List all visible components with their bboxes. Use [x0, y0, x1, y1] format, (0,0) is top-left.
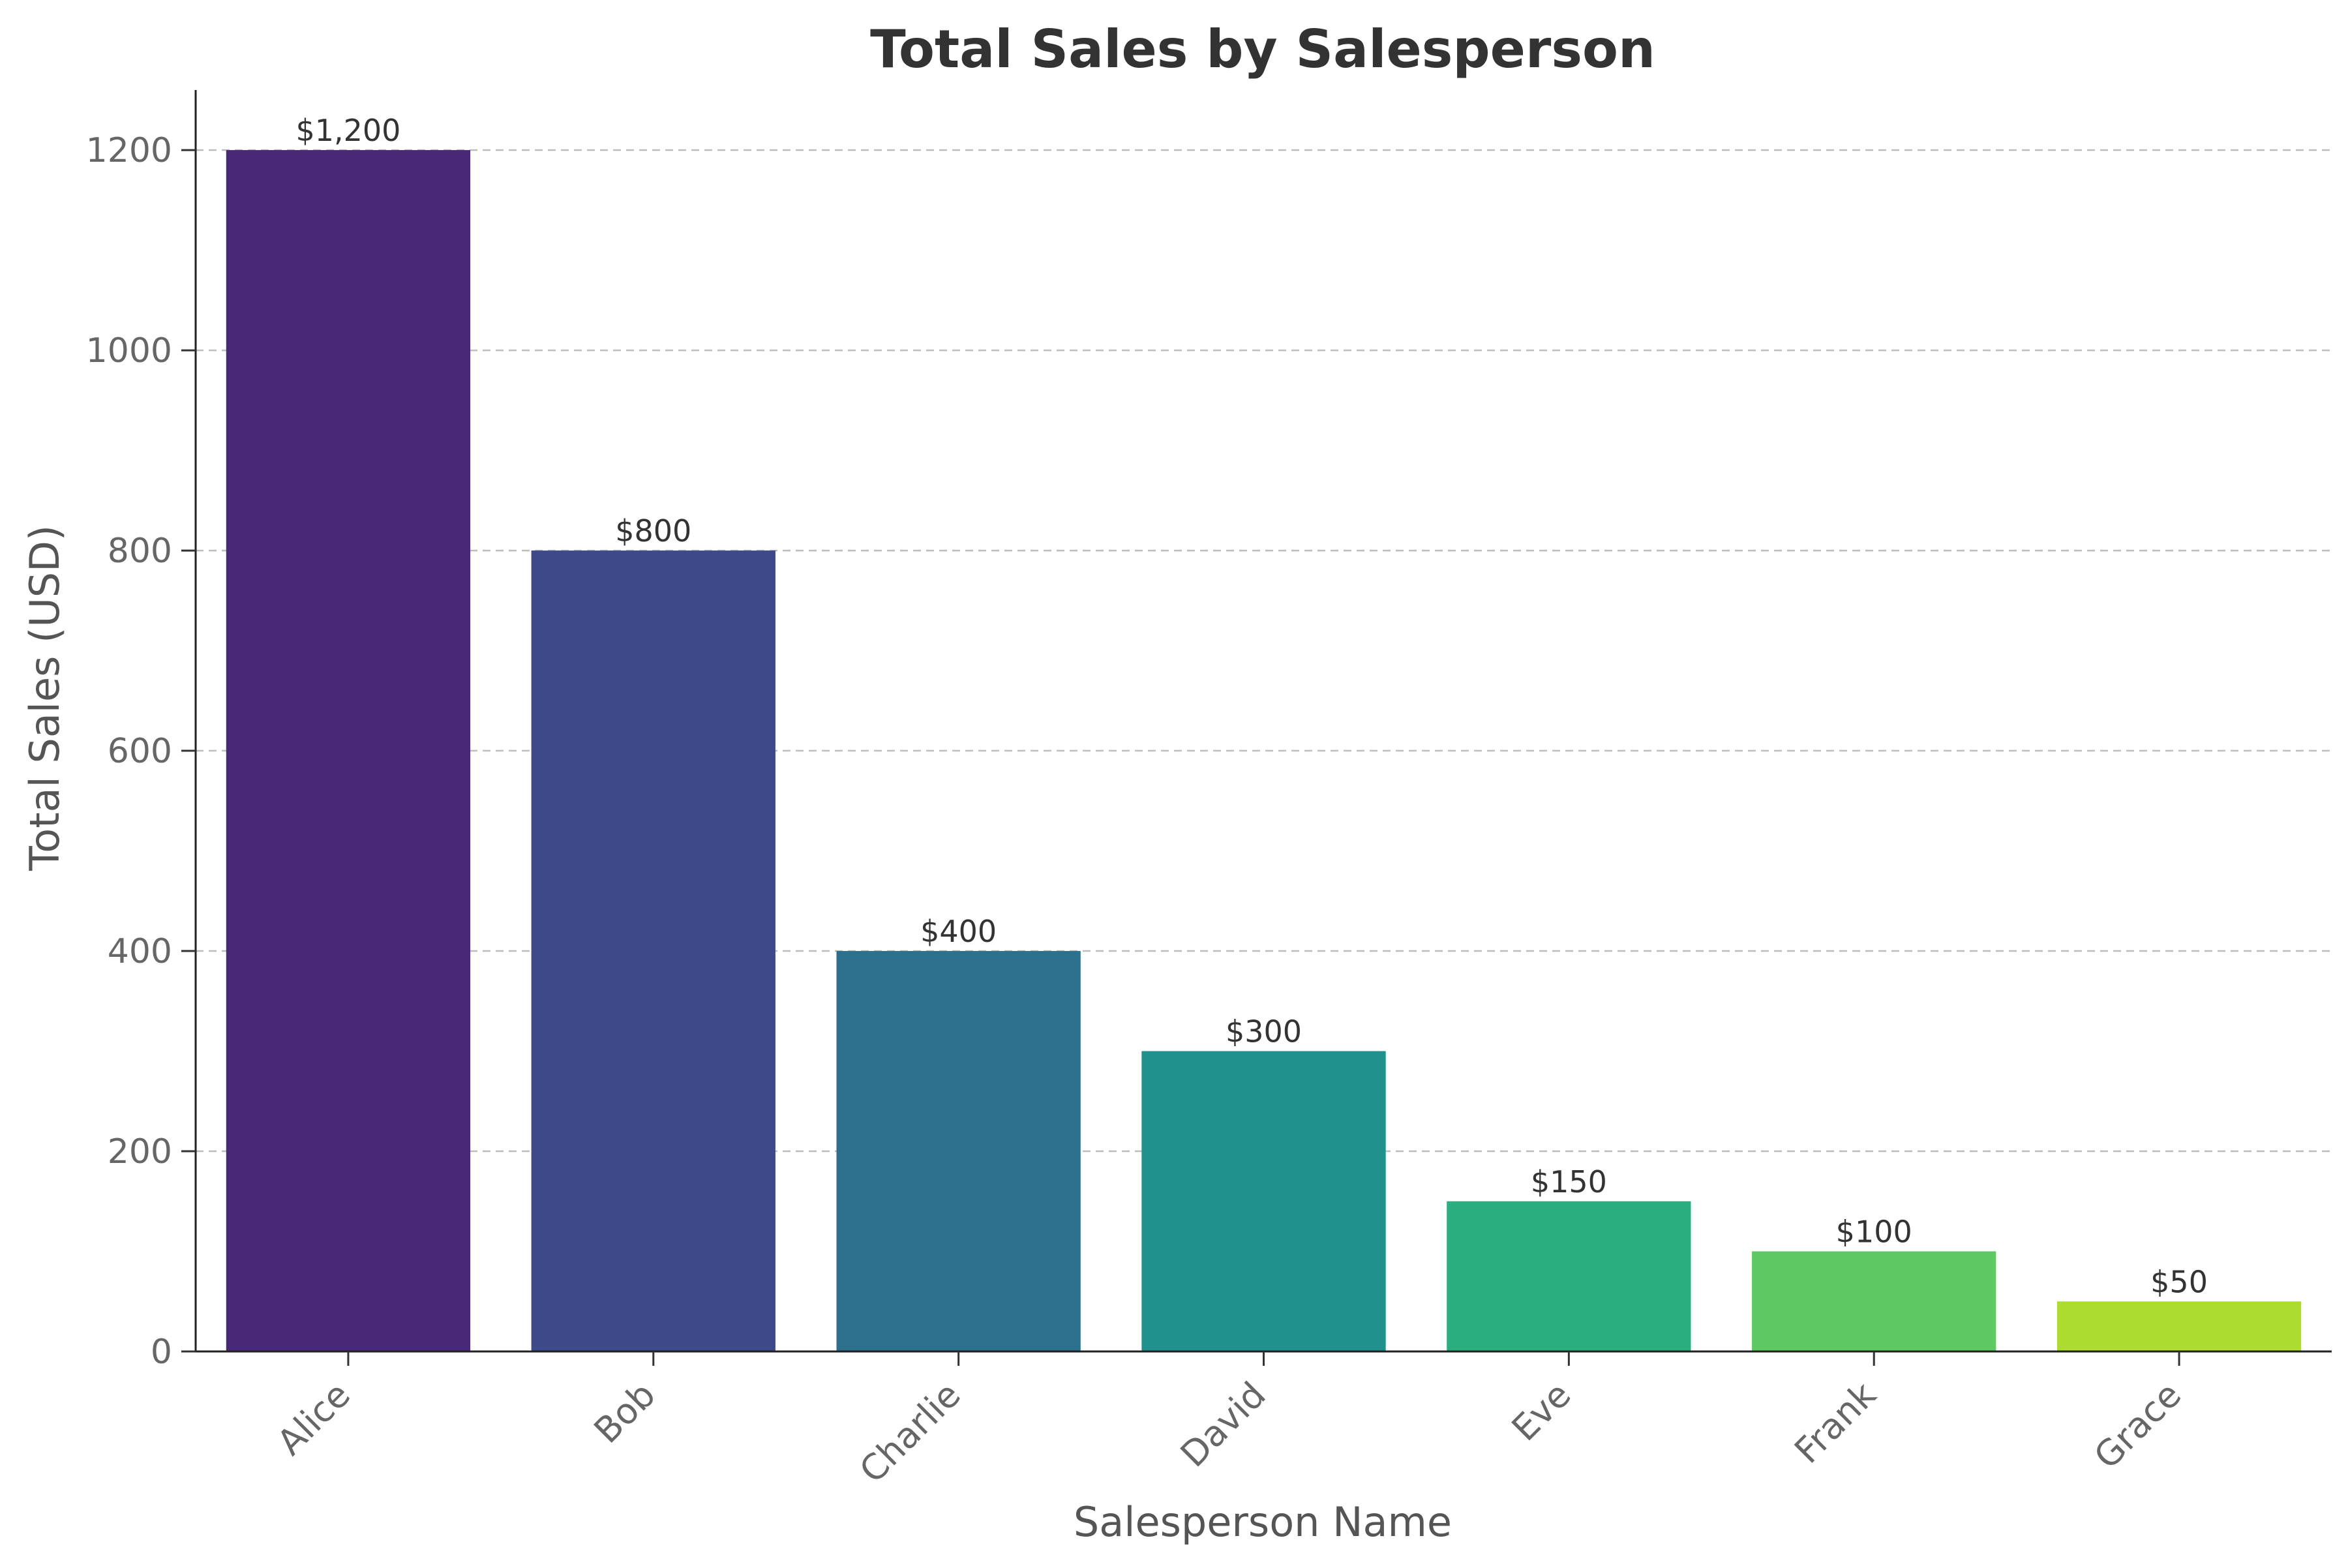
y-tick-label: 600 [108, 732, 172, 771]
x-tick-label-frank: Frank [1786, 1374, 1884, 1471]
chart-title: Total Sales by Salesperson [870, 19, 1655, 80]
data-label-grace: $50 [2150, 1264, 2208, 1299]
data-label-charlie: $400 [920, 914, 997, 949]
bar-bob[interactable] [531, 550, 775, 1351]
y-tick-label: 400 [108, 932, 172, 971]
y-tick-label: 1000 [86, 331, 172, 370]
bar-charlie[interactable] [836, 951, 1081, 1351]
x-tick-label-alice: Alice [269, 1374, 358, 1463]
gridlines [196, 149, 2332, 1153]
y-axis-label: Total Sales (USD) [21, 525, 68, 871]
y-tick-label: 0 [151, 1333, 172, 1372]
x-tick-label-bob: Bob [586, 1374, 663, 1451]
y-tick-label: 800 [108, 532, 172, 571]
data-label-eve: $150 [1531, 1164, 1607, 1199]
x-tick-label-charlie: Charlie [852, 1374, 969, 1491]
data-label-david: $300 [1226, 1014, 1302, 1049]
y-tick-label: 200 [108, 1132, 172, 1171]
x-tick-label-grace: Grace [2086, 1374, 2190, 1477]
bar-eve[interactable] [1447, 1201, 1691, 1351]
bar-david[interactable] [1141, 1051, 1386, 1351]
data-label-bob: $800 [615, 513, 691, 549]
x-tick-label-eve: Eve [1504, 1374, 1579, 1449]
bar-frank[interactable] [1752, 1251, 1996, 1351]
bar-grace[interactable] [2056, 1301, 2302, 1351]
y-tick-label: 1200 [86, 131, 172, 170]
data-labels: $1,200 $800 $400 $300 $150 $100 $50 [295, 113, 2208, 1299]
x-tick-label-david: David [1173, 1374, 1274, 1475]
bars [226, 150, 2302, 1352]
data-label-frank: $100 [1836, 1214, 1912, 1250]
x-axis-label: Salesperson Name [1074, 1498, 1452, 1546]
data-label-alice: $1,200 [295, 113, 400, 148]
bar-alice[interactable] [226, 150, 471, 1352]
